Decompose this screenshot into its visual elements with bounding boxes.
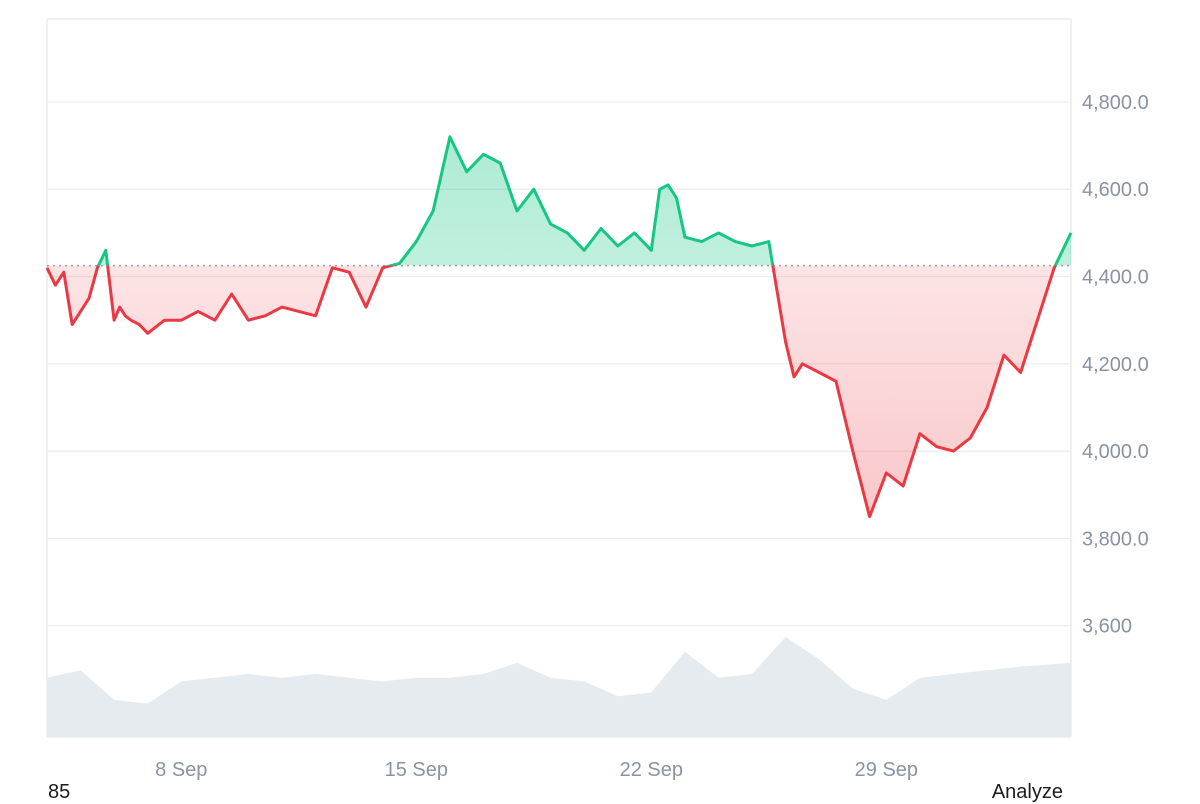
y-tick-label: 3,800.0 bbox=[1082, 528, 1149, 550]
area-fill-below-baseline bbox=[47, 265, 1056, 517]
x-tick-label: 15 Sep bbox=[385, 759, 448, 781]
price-line-below-baseline bbox=[45, 265, 1057, 519]
footer-left-label: 85 bbox=[48, 781, 71, 803]
y-tick-label: 4,600.0 bbox=[1082, 179, 1149, 201]
y-tick-label: 3,600 bbox=[1082, 616, 1132, 638]
price-line-above-baseline bbox=[96, 135, 1073, 266]
area-fill-above-baseline bbox=[47, 136, 1071, 266]
y-tick-label: 4,400.0 bbox=[1082, 267, 1149, 289]
x-axis: 8 Sep 15 Sep 22 Sep 29 Sep bbox=[155, 759, 918, 781]
x-tick-label: 8 Sep bbox=[155, 759, 207, 781]
volume-area bbox=[47, 637, 1071, 737]
y-tick-label: 4,800.0 bbox=[1082, 92, 1149, 114]
x-tick-label: 29 Sep bbox=[855, 759, 918, 781]
x-tick-label: 22 Sep bbox=[620, 759, 683, 781]
y-tick-label: 4,200.0 bbox=[1082, 354, 1149, 376]
y-tick-label: 4,000.0 bbox=[1082, 441, 1149, 463]
analyze-link[interactable]: Analyze bbox=[991, 781, 1063, 803]
y-axis: 3,600 3,800.0 4,000.0 4,200.0 4,400.0 4,600.0… bbox=[1082, 92, 1149, 638]
